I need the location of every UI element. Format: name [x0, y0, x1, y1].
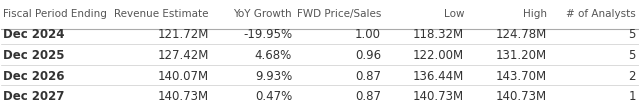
Text: Dec 2026: Dec 2026	[3, 70, 64, 83]
Text: Dec 2027: Dec 2027	[3, 90, 64, 103]
Text: 0.87: 0.87	[355, 70, 381, 83]
Text: 0.87: 0.87	[355, 90, 381, 103]
Text: FWD Price/Sales: FWD Price/Sales	[297, 9, 381, 19]
Text: 5: 5	[628, 49, 636, 62]
Text: 118.32M: 118.32M	[413, 28, 464, 41]
Text: 140.07M: 140.07M	[157, 70, 209, 83]
Text: Fiscal Period Ending: Fiscal Period Ending	[3, 9, 106, 19]
Text: -19.95%: -19.95%	[243, 28, 292, 41]
Text: 124.78M: 124.78M	[495, 28, 547, 41]
Text: # of Analysts: # of Analysts	[566, 9, 636, 19]
Text: 121.72M: 121.72M	[157, 28, 209, 41]
Text: 0.96: 0.96	[355, 49, 381, 62]
Text: 136.44M: 136.44M	[413, 70, 464, 83]
Text: 140.73M: 140.73M	[413, 90, 464, 103]
Text: 143.70M: 143.70M	[496, 70, 547, 83]
Text: 9.93%: 9.93%	[255, 70, 292, 83]
Text: 5: 5	[628, 28, 636, 41]
Text: 140.73M: 140.73M	[157, 90, 209, 103]
Text: Revenue Estimate: Revenue Estimate	[115, 9, 209, 19]
Text: 131.20M: 131.20M	[496, 49, 547, 62]
Text: Low: Low	[444, 9, 464, 19]
Text: 1: 1	[628, 90, 636, 103]
Text: 122.00M: 122.00M	[413, 49, 464, 62]
Text: 2: 2	[628, 70, 636, 83]
Text: 0.47%: 0.47%	[255, 90, 292, 103]
Text: High: High	[523, 9, 547, 19]
Text: YoY Growth: YoY Growth	[234, 9, 292, 19]
Text: Dec 2024: Dec 2024	[3, 28, 64, 41]
Text: 4.68%: 4.68%	[255, 49, 292, 62]
Text: Dec 2025: Dec 2025	[3, 49, 64, 62]
Text: 127.42M: 127.42M	[157, 49, 209, 62]
Text: 140.73M: 140.73M	[496, 90, 547, 103]
Text: 1.00: 1.00	[355, 28, 381, 41]
